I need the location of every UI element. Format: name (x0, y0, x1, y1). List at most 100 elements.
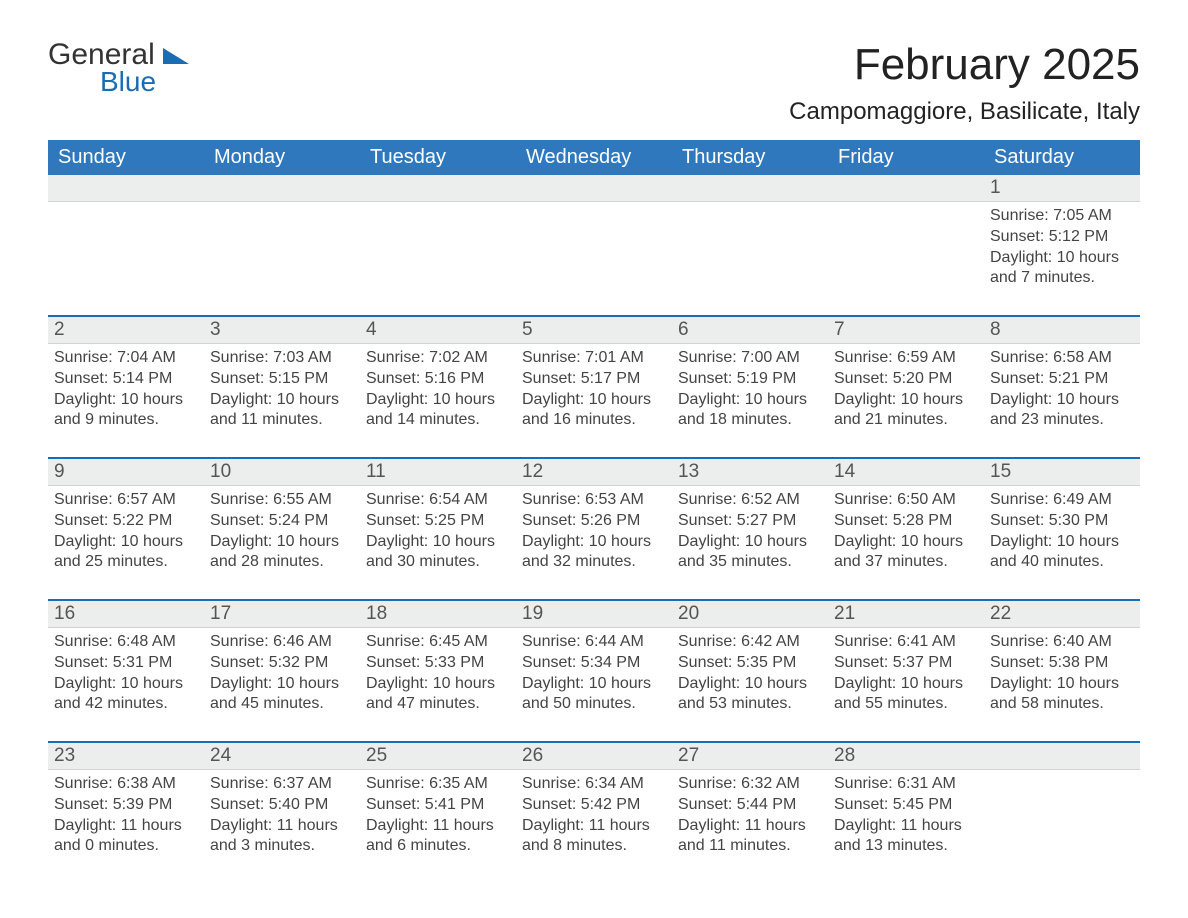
day-sunrise: Sunrise: 6:48 AM (54, 632, 198, 653)
day-sunrise: Sunrise: 6:49 AM (990, 490, 1134, 511)
day-dl2: and 3 minutes. (210, 836, 354, 857)
day-number: 18 (360, 601, 516, 628)
calendar-body: 1Sunrise: 7:05 AMSunset: 5:12 PMDaylight… (48, 175, 1140, 883)
day-dl2: and 13 minutes. (834, 836, 978, 857)
day-number: 16 (48, 601, 204, 628)
day-number: 22 (984, 601, 1140, 628)
day-number: 3 (204, 317, 360, 344)
day-info: Sunrise: 6:59 AMSunset: 5:20 PMDaylight:… (834, 348, 978, 431)
day-sunrise: Sunrise: 6:37 AM (210, 774, 354, 795)
day-sunrise: Sunrise: 6:38 AM (54, 774, 198, 795)
day-number-empty (48, 175, 204, 202)
day-dl1: Daylight: 10 hours (990, 248, 1134, 269)
day-sunset: Sunset: 5:20 PM (834, 369, 978, 390)
calendar-cell: 21 Sunrise: 6:41 AMSunset: 5:37 PMDayligh… (828, 600, 984, 742)
day-info: Sunrise: 6:57 AMSunset: 5:22 PMDaylight:… (54, 490, 198, 573)
day-dl1: Daylight: 10 hours (366, 532, 510, 553)
day-number: 23 (48, 743, 204, 770)
day-sunset: Sunset: 5:33 PM (366, 653, 510, 674)
day-dl1: Daylight: 10 hours (522, 674, 666, 695)
day-sunset: Sunset: 5:19 PM (678, 369, 822, 390)
day-sunset: Sunset: 5:26 PM (522, 511, 666, 532)
day-sunset: Sunset: 5:45 PM (834, 795, 978, 816)
logo: General Blue (48, 40, 189, 96)
logo-line2: Blue (100, 68, 189, 96)
day-info: Sunrise: 6:49 AMSunset: 5:30 PMDaylight:… (990, 490, 1134, 573)
day-info: Sunrise: 6:44 AMSunset: 5:34 PMDaylight:… (522, 632, 666, 715)
day-info: Sunrise: 7:02 AMSunset: 5:16 PMDaylight:… (366, 348, 510, 431)
day-dl1: Daylight: 11 hours (834, 816, 978, 837)
day-sunrise: Sunrise: 7:00 AM (678, 348, 822, 369)
day-info: Sunrise: 6:52 AMSunset: 5:27 PMDaylight:… (678, 490, 822, 573)
day-sunrise: Sunrise: 6:40 AM (990, 632, 1134, 653)
day-number: 19 (516, 601, 672, 628)
day-sunset: Sunset: 5:38 PM (990, 653, 1134, 674)
day-number: 25 (360, 743, 516, 770)
day-sunrise: Sunrise: 7:02 AM (366, 348, 510, 369)
day-number: 6 (672, 317, 828, 344)
day-dl1: Daylight: 10 hours (54, 390, 198, 411)
day-sunset: Sunset: 5:35 PM (678, 653, 822, 674)
calendar-cell: 26Sunrise: 6:34 AMSunset: 5:42 PMDayligh… (516, 742, 672, 883)
day-sunset: Sunset: 5:28 PM (834, 511, 978, 532)
day-sunrise: Sunrise: 6:50 AM (834, 490, 978, 511)
day-dl2: and 8 minutes. (522, 836, 666, 857)
weekday-header: Saturday (984, 140, 1140, 175)
day-number: 24 (204, 743, 360, 770)
day-number: 1 (984, 175, 1140, 202)
day-number: 7 (828, 317, 984, 344)
day-sunrise: Sunrise: 6:59 AM (834, 348, 978, 369)
day-dl2: and 28 minutes. (210, 552, 354, 573)
day-dl2: and 7 minutes. (990, 268, 1134, 289)
day-number-empty (516, 175, 672, 202)
calendar-cell: 6Sunrise: 7:00 AMSunset: 5:19 PMDaylight… (672, 316, 828, 458)
calendar-week-row: 23Sunrise: 6:38 AMSunset: 5:39 PMDayligh… (48, 742, 1140, 883)
day-dl1: Daylight: 10 hours (678, 674, 822, 695)
day-info: Sunrise: 7:01 AMSunset: 5:17 PMDaylight:… (522, 348, 666, 431)
day-number: 15 (984, 459, 1140, 486)
day-sunrise: Sunrise: 7:05 AM (990, 206, 1134, 227)
day-dl1: Daylight: 10 hours (210, 390, 354, 411)
day-dl1: Daylight: 11 hours (678, 816, 822, 837)
day-sunset: Sunset: 5:44 PM (678, 795, 822, 816)
day-sunset: Sunset: 5:16 PM (366, 369, 510, 390)
day-dl2: and 9 minutes. (54, 410, 198, 431)
day-dl1: Daylight: 10 hours (990, 532, 1134, 553)
day-dl1: Daylight: 11 hours (210, 816, 354, 837)
day-dl2: and 14 minutes. (366, 410, 510, 431)
day-info: Sunrise: 6:50 AMSunset: 5:28 PMDaylight:… (834, 490, 978, 573)
day-dl1: Daylight: 10 hours (834, 390, 978, 411)
day-info: Sunrise: 6:45 AMSunset: 5:33 PMDaylight:… (366, 632, 510, 715)
day-number: 26 (516, 743, 672, 770)
day-sunrise: Sunrise: 6:57 AM (54, 490, 198, 511)
day-dl1: Daylight: 10 hours (210, 674, 354, 695)
calendar-week-row: 16Sunrise: 6:48 AMSunset: 5:31 PMDayligh… (48, 600, 1140, 742)
day-sunrise: Sunrise: 6:42 AM (678, 632, 822, 653)
day-dl1: Daylight: 10 hours (834, 674, 978, 695)
day-sunset: Sunset: 5:15 PM (210, 369, 354, 390)
day-dl2: and 11 minutes. (210, 410, 354, 431)
day-dl1: Daylight: 10 hours (210, 532, 354, 553)
day-dl1: Daylight: 10 hours (990, 674, 1134, 695)
day-dl2: and 50 minutes. (522, 694, 666, 715)
day-dl2: and 0 minutes. (54, 836, 198, 857)
day-sunrise: Sunrise: 7:01 AM (522, 348, 666, 369)
day-dl1: Daylight: 11 hours (366, 816, 510, 837)
day-number: 20 (672, 601, 828, 628)
day-info: Sunrise: 6:54 AMSunset: 5:25 PMDaylight:… (366, 490, 510, 573)
day-info: Sunrise: 6:41 AMSunset: 5:37 PMDaylight:… (834, 632, 978, 715)
calendar-week-row: 2Sunrise: 7:04 AMSunset: 5:14 PMDaylight… (48, 316, 1140, 458)
day-sunrise: Sunrise: 6:31 AM (834, 774, 978, 795)
day-info: Sunrise: 6:35 AMSunset: 5:41 PMDaylight:… (366, 774, 510, 857)
day-info: Sunrise: 6:31 AMSunset: 5:45 PMDaylight:… (834, 774, 978, 857)
day-sunrise: Sunrise: 6:46 AM (210, 632, 354, 653)
day-number: 2 (48, 317, 204, 344)
day-dl2: and 55 minutes. (834, 694, 978, 715)
day-number: 21 (828, 601, 984, 628)
day-number: 27 (672, 743, 828, 770)
day-info: Sunrise: 6:37 AMSunset: 5:40 PMDaylight:… (210, 774, 354, 857)
day-info: Sunrise: 6:53 AMSunset: 5:26 PMDaylight:… (522, 490, 666, 573)
day-number: 17 (204, 601, 360, 628)
day-sunset: Sunset: 5:34 PM (522, 653, 666, 674)
day-dl2: and 37 minutes. (834, 552, 978, 573)
